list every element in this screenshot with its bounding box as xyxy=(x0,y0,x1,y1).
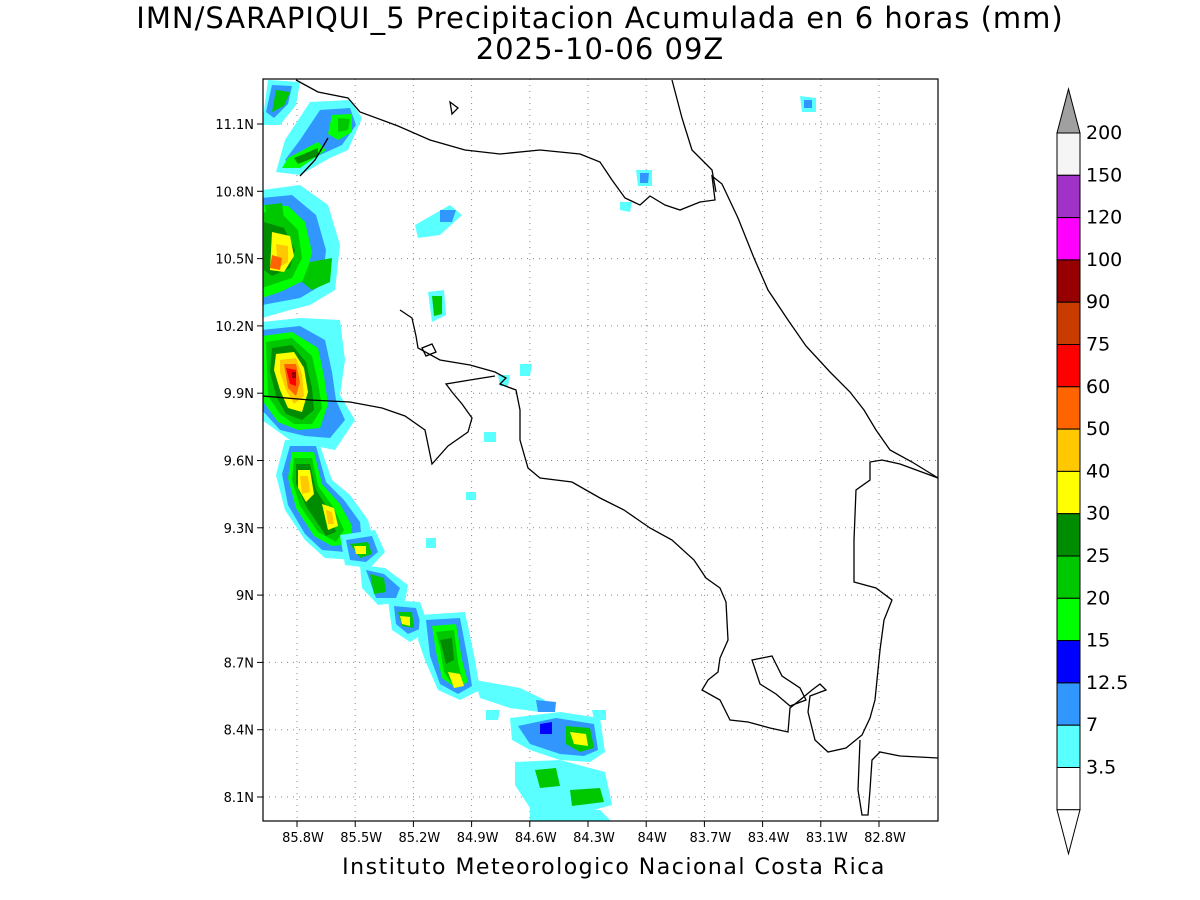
legend-label: 75 xyxy=(1086,334,1110,356)
legend-label: 60 xyxy=(1086,376,1110,398)
precip-cluster-nicoya xyxy=(276,440,375,560)
legend-swatch xyxy=(1056,597,1081,642)
lon-tick-label: 83.7W xyxy=(689,831,731,846)
legend-label: 100 xyxy=(1086,249,1122,271)
lat-tick-label: 10.2N xyxy=(215,320,254,335)
map-gridlines xyxy=(263,79,938,821)
precip-cluster-pacific-chain xyxy=(340,530,612,821)
lon-tick-label: 83.4W xyxy=(748,831,790,846)
legend-label: 50 xyxy=(1086,418,1110,440)
latitude-axis: 11.1N 10.8N 10.5N 10.2N 9.9N 9.6N 9.3N 9N 8.7N 8.… xyxy=(215,118,263,806)
legend-swatch xyxy=(1056,555,1081,599)
lon-tick-label: 85.5W xyxy=(340,831,382,846)
lon-tick-label: 84.9W xyxy=(457,831,499,846)
legend-swatch xyxy=(1056,344,1081,388)
legend-swatch xyxy=(1056,470,1081,515)
page-title: IMN/SARAPIQUI_5 Precipitacion Acumulada … xyxy=(136,1,1064,35)
legend-label: 150 xyxy=(1086,164,1122,186)
lat-tick-label: 8.4N xyxy=(224,724,254,739)
legend-swatch xyxy=(1056,217,1081,261)
longitude-axis: 85.8W 85.5W 85.2W 84.9W 84.6W 84.3W 84W 83.7W 83… xyxy=(282,821,906,846)
legend-label: 7 xyxy=(1086,714,1098,736)
lat-tick-label: 9.9N xyxy=(224,387,254,402)
legend-swatch xyxy=(1056,386,1081,430)
legend-over-triangle xyxy=(1056,87,1081,134)
legend-label: 15 xyxy=(1086,630,1110,652)
lon-tick-label: 84.3W xyxy=(573,831,615,846)
legend-label: 40 xyxy=(1086,460,1110,482)
legend-label: 25 xyxy=(1086,545,1110,567)
legend-label: 90 xyxy=(1086,291,1110,313)
footer-credit: Instituto Meteorologico Nacional Costa R… xyxy=(342,855,886,880)
lat-tick-label: 8.7N xyxy=(224,656,254,671)
lon-tick-label: 82.8W xyxy=(864,831,906,846)
legend-swatch xyxy=(1056,640,1081,684)
lat-tick-label: 9.3N xyxy=(224,522,254,537)
page-subtitle: 2025-10-06 09Z xyxy=(475,32,725,66)
legend-label: 12.5 xyxy=(1086,672,1128,694)
lat-tick-label: 11.1N xyxy=(215,118,254,133)
coastline-borders xyxy=(263,79,938,816)
lat-tick-label: 8.1N xyxy=(224,791,254,806)
legend-label: 20 xyxy=(1086,587,1110,609)
precip-cluster-central xyxy=(263,318,355,450)
legend-swatch xyxy=(1056,174,1081,219)
legend-label: 3.5 xyxy=(1086,757,1116,779)
legend-under-triangle xyxy=(1056,809,1081,856)
lon-tick-label: 84W xyxy=(637,831,667,846)
color-legend: 200 150 120 100 90 75 60 50 40 30 25 20 15 12.5 7 3.5 xyxy=(1056,87,1128,856)
precip-isolated-cells xyxy=(415,96,816,548)
legend-label: 200 xyxy=(1086,122,1122,144)
legend-label: 120 xyxy=(1086,207,1122,229)
legend-swatch xyxy=(1056,259,1081,303)
legend-swatch xyxy=(1056,132,1081,176)
plot-background xyxy=(263,79,938,821)
lat-tick-label: 10.8N xyxy=(215,185,254,200)
legend-swatch xyxy=(1056,682,1081,726)
lon-tick-label: 85.2W xyxy=(398,831,440,846)
lon-tick-label: 84.6W xyxy=(515,831,557,846)
legend-swatch xyxy=(1056,428,1081,472)
legend-label: 30 xyxy=(1086,503,1110,525)
legend-swatch xyxy=(1056,724,1081,769)
lat-tick-label: 9.6N xyxy=(224,455,254,470)
precipitation-field xyxy=(263,80,816,821)
lon-tick-label: 83.1W xyxy=(806,831,848,846)
legend-swatch xyxy=(1056,513,1081,557)
plot-frame xyxy=(262,78,939,822)
lon-tick-label: 85.8W xyxy=(282,831,324,846)
precip-cluster-north xyxy=(263,80,362,318)
lat-tick-label: 10.5N xyxy=(215,253,254,268)
legend-swatch xyxy=(1056,301,1081,346)
legend-swatch xyxy=(1056,767,1081,811)
lat-tick-label: 9N xyxy=(236,589,254,604)
